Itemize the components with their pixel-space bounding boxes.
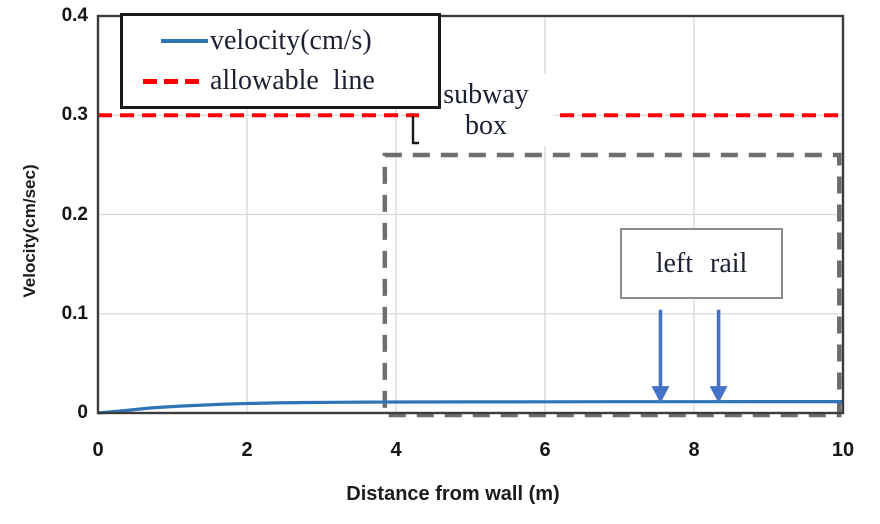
x-tick-label: 8 — [688, 439, 700, 461]
x-tick-label: 10 — [831, 439, 855, 461]
y-tick-label: 0.4 — [61, 5, 88, 26]
x-tick-label: 4 — [390, 439, 402, 461]
legend: velocity(cm/s) allowable line — [120, 13, 441, 109]
y-tick-label: 0.1 — [61, 302, 88, 324]
x-tick-label: 0 — [92, 439, 104, 461]
series-line-velocity — [97, 400, 843, 415]
y-axis-title: Velocity(cm/sec) — [20, 164, 39, 298]
allowable-line-swatch-icon — [143, 78, 201, 84]
legend-item-allowable: allowable line — [143, 65, 438, 97]
subway-box-label-line1: subway — [443, 79, 529, 110]
left-rail-arrow-head-icon — [709, 386, 728, 404]
x-tick-label: 6 — [539, 439, 551, 461]
legend-label-allowable: allowable line — [210, 65, 375, 97]
x-axis-title: Distance from wall (m) — [346, 483, 560, 505]
y-tick-label: 0.3 — [61, 104, 88, 126]
y-tick-label: 0.2 — [61, 203, 88, 225]
y-tick-label: 0 — [77, 402, 88, 423]
x-tick-label: 2 — [241, 439, 253, 461]
legend-item-velocity: velocity(cm/s) — [161, 25, 438, 57]
plot-frame — [96, 14, 845, 415]
velocity-line-swatch-icon — [161, 38, 208, 43]
left-rail-label: left rail — [620, 228, 783, 299]
left-rail-arrow-head-icon — [651, 386, 670, 404]
subway-box-label-line2: box — [465, 110, 507, 141]
legend-label-velocity: velocity(cm/s) — [210, 24, 372, 56]
subway-box-outline — [382, 152, 842, 418]
subway-box-label: subway box — [419, 74, 553, 146]
